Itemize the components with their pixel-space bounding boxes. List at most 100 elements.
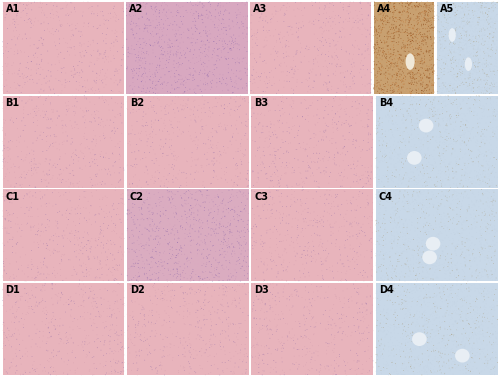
Point [340, 300, 348, 306]
Point [256, 174, 264, 180]
Point [106, 274, 114, 280]
Point [251, 299, 259, 305]
Point [58, 68, 66, 74]
Point [310, 293, 318, 299]
Point [379, 85, 387, 91]
Point [410, 57, 418, 63]
Point [201, 53, 209, 59]
Point [336, 9, 344, 15]
Point [216, 284, 224, 290]
Point [328, 18, 336, 24]
Point [20, 51, 28, 57]
Point [458, 249, 466, 255]
Point [118, 245, 126, 251]
Point [453, 268, 461, 274]
Point [484, 227, 492, 233]
Point [150, 107, 158, 113]
Point [364, 232, 372, 238]
Point [356, 0, 364, 6]
Point [426, 161, 434, 167]
Point [264, 104, 272, 110]
Point [46, 229, 54, 235]
Point [240, 262, 248, 268]
Point [464, 4, 472, 10]
Point [478, 251, 486, 257]
Point [297, 203, 305, 209]
Point [324, 340, 332, 346]
Point [336, 34, 344, 40]
Point [432, 345, 440, 351]
Point [231, 297, 239, 303]
Point [266, 154, 274, 160]
Point [5, 37, 13, 43]
Point [72, 69, 80, 75]
Point [316, 301, 324, 307]
Point [32, 155, 40, 161]
Point [179, 110, 187, 116]
Point [23, 126, 31, 132]
Point [319, 51, 327, 57]
Point [222, 264, 230, 270]
Point [479, 14, 487, 20]
Point [479, 184, 487, 190]
Point [92, 35, 100, 41]
Point [70, 291, 78, 297]
Point [167, 110, 175, 116]
Point [380, 155, 388, 161]
Point [398, 360, 406, 366]
Point [80, 27, 88, 33]
Point [441, 6, 449, 12]
Point [94, 148, 102, 154]
Point [488, 28, 496, 34]
Point [293, 77, 301, 83]
Point [208, 167, 216, 173]
Point [435, 152, 443, 158]
Point [456, 29, 464, 35]
Point [159, 6, 167, 12]
Point [34, 160, 42, 166]
Point [278, 262, 285, 268]
Point [406, 70, 414, 76]
Point [384, 35, 392, 41]
Point [201, 220, 209, 226]
Point [482, 353, 490, 359]
Point [295, 338, 303, 344]
Point [232, 258, 239, 264]
Point [254, 74, 262, 80]
Point [174, 105, 182, 111]
Point [274, 98, 281, 104]
Ellipse shape [448, 28, 456, 42]
Point [192, 69, 200, 75]
Point [173, 247, 181, 253]
Point [434, 1, 442, 7]
Point [31, 121, 39, 127]
Point [109, 272, 117, 278]
Point [456, 353, 464, 359]
Point [366, 253, 374, 259]
Point [422, 228, 430, 234]
Point [286, 288, 294, 294]
Point [332, 286, 340, 292]
Point [218, 199, 226, 205]
Point [322, 327, 330, 333]
Point [209, 161, 217, 167]
Point [366, 302, 374, 308]
Point [73, 191, 81, 197]
Point [140, 313, 148, 319]
Point [491, 277, 499, 283]
Point [53, 87, 61, 93]
Point [464, 50, 472, 56]
Point [358, 162, 366, 169]
Point [406, 245, 414, 251]
Point [286, 189, 294, 195]
Point [279, 238, 287, 244]
Point [228, 165, 235, 171]
Point [340, 74, 348, 80]
Point [66, 83, 74, 89]
Point [12, 302, 20, 308]
Point [344, 234, 352, 240]
Point [416, 264, 424, 270]
Point [136, 175, 143, 181]
Point [79, 108, 87, 114]
Point [492, 156, 500, 162]
